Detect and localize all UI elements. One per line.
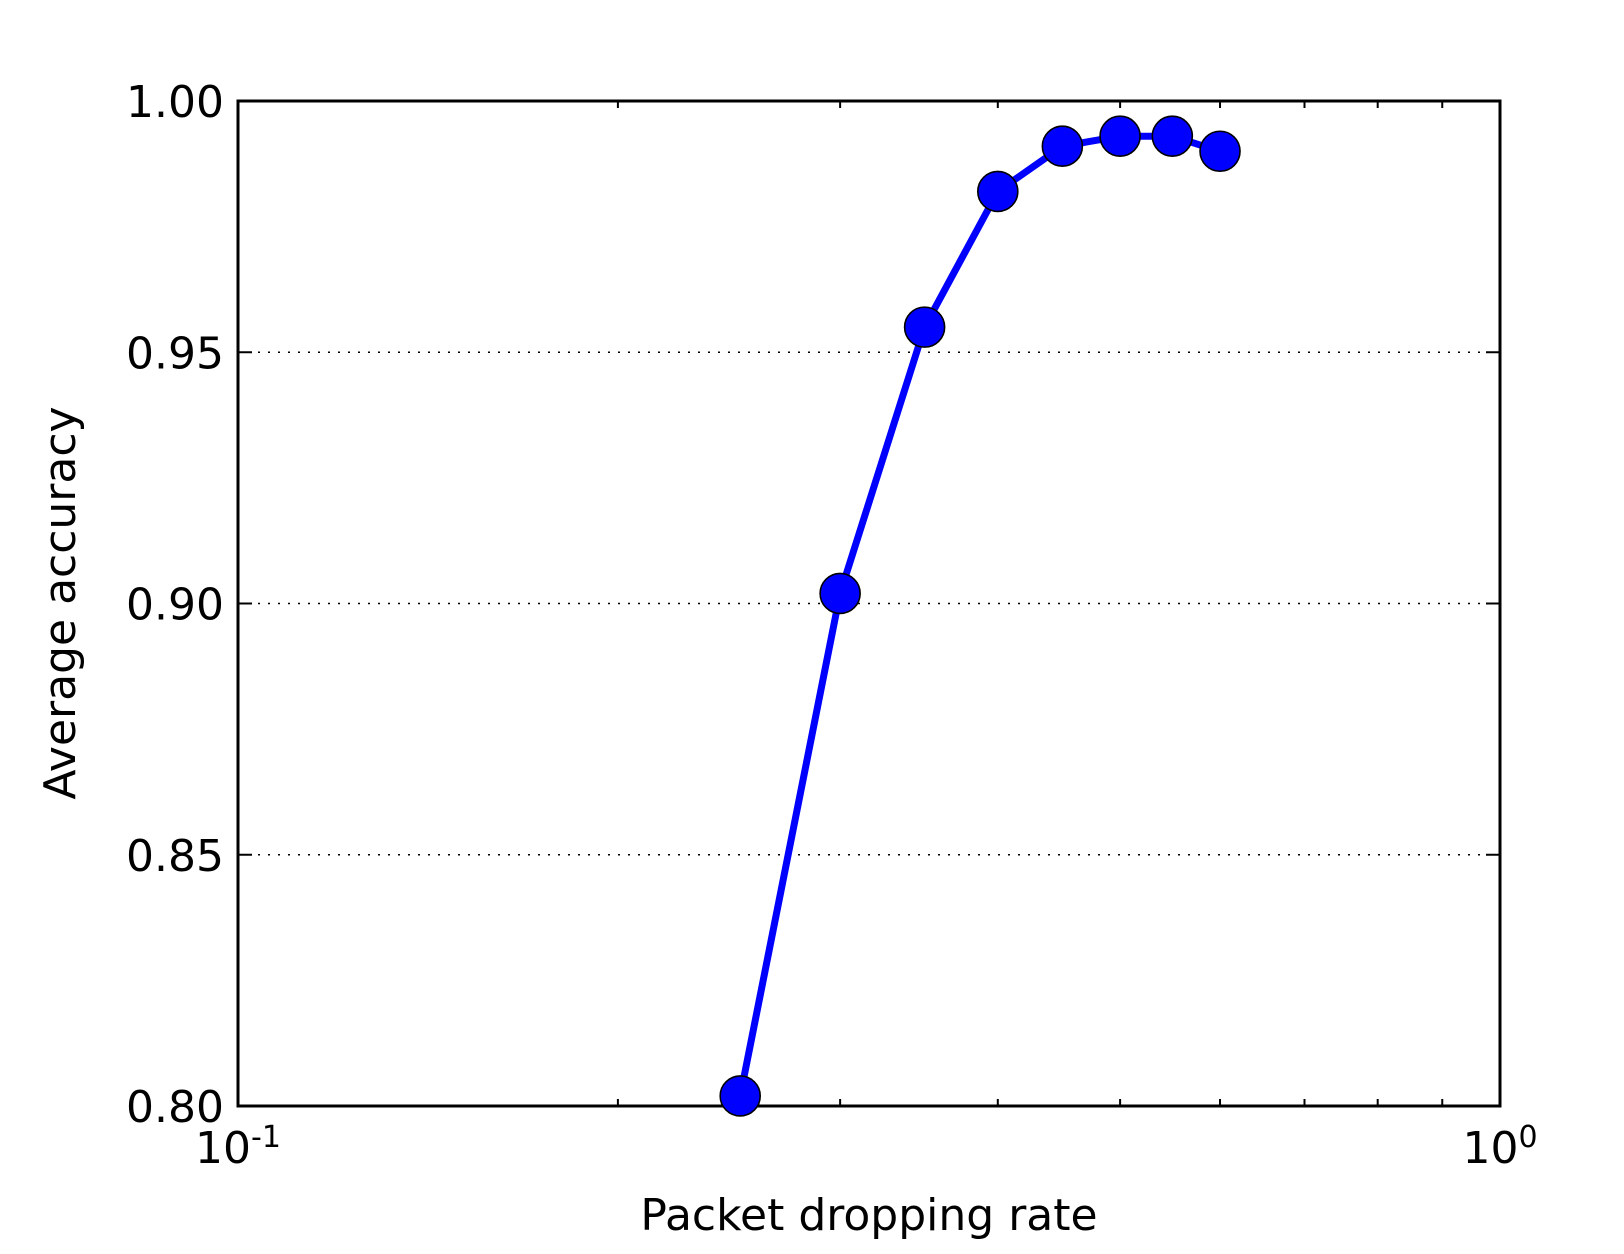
data-point-5 bbox=[1099, 115, 1141, 157]
x-tick-label-1: 100 bbox=[1462, 1120, 1537, 1174]
plot-frame bbox=[236, 99, 1502, 1108]
y-tick-label-4: 1.00 bbox=[126, 77, 224, 128]
series-line-0 bbox=[736, 132, 1222, 1097]
data-point-1 bbox=[819, 572, 861, 615]
y-tick-label-1: 0.85 bbox=[126, 831, 224, 882]
data-point-0 bbox=[719, 1075, 762, 1117]
data-point-2 bbox=[903, 306, 946, 348]
y-tick-label-3: 0.95 bbox=[126, 328, 224, 379]
y-axis-label: Average accuracy bbox=[35, 406, 86, 799]
data-point-7 bbox=[1199, 130, 1241, 173]
data-point-4 bbox=[1041, 125, 1084, 168]
grid-layer bbox=[238, 351, 1500, 856]
series-layer bbox=[719, 115, 1241, 1117]
x-axis-label: Packet dropping rate bbox=[640, 1190, 1097, 1241]
y-tick-label-0: 0.80 bbox=[126, 1082, 224, 1133]
data-point-6 bbox=[1151, 115, 1194, 157]
data-point-3 bbox=[976, 170, 1019, 213]
x-tick-label-0: 10-1 bbox=[195, 1120, 281, 1174]
label-layer: 0.80 0.85 0.90 0.95 1.00 10-1 100 bbox=[126, 77, 1538, 1174]
y-tick-label-2: 0.90 bbox=[126, 580, 224, 631]
